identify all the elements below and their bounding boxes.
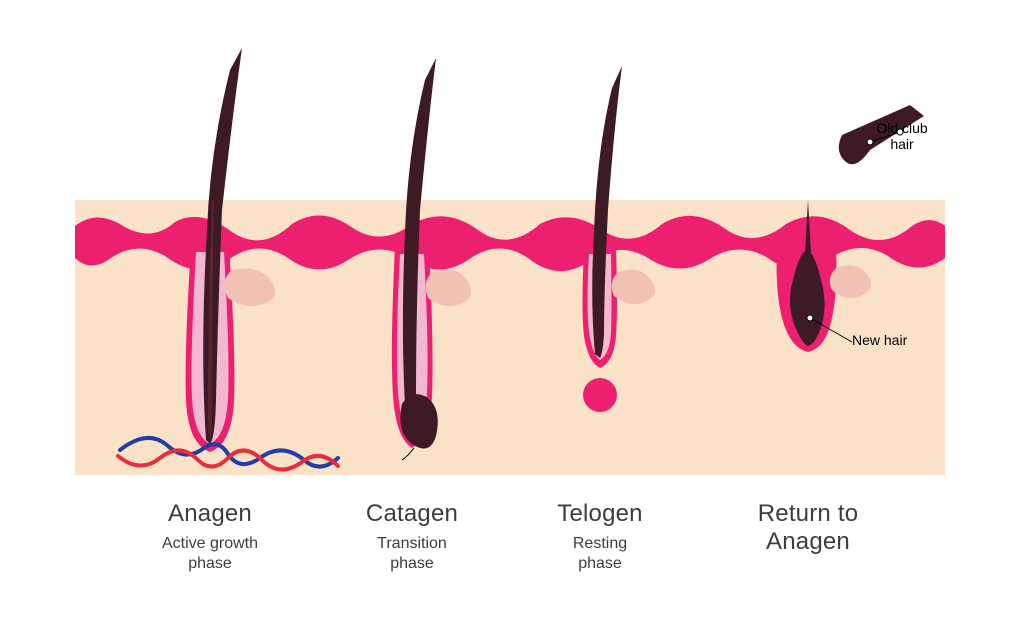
free-papilla xyxy=(583,378,617,412)
annotation-new-hair: New hair xyxy=(852,332,932,348)
label-anagen: Anagen Active growthphase xyxy=(115,500,305,574)
phase-title: Return toAnagen xyxy=(713,500,903,556)
label-catagen: Catagen Transitionphase xyxy=(317,500,507,574)
annotation-text: New hair xyxy=(852,332,907,348)
label-return: Return toAnagen xyxy=(713,500,903,562)
phase-labels: Anagen Active growthphase Catagen Transi… xyxy=(0,500,1024,620)
phase-subtitle: Restingphase xyxy=(505,534,695,574)
label-telogen: Telogen Restingphase xyxy=(505,500,695,574)
phase-title: Telogen xyxy=(505,500,695,528)
phase-subtitle: Transitionphase xyxy=(317,534,507,574)
annotation-old-club-hair: Old clubhair xyxy=(867,120,937,152)
phase-subtitle: Active growthphase xyxy=(115,534,305,574)
annotation-text: Old clubhair xyxy=(876,120,927,152)
phase-title: Catagen xyxy=(317,500,507,528)
phase-title: Anagen xyxy=(115,500,305,528)
hair-cycle-diagram: Old clubhair New hair Anagen Active grow… xyxy=(0,0,1024,630)
